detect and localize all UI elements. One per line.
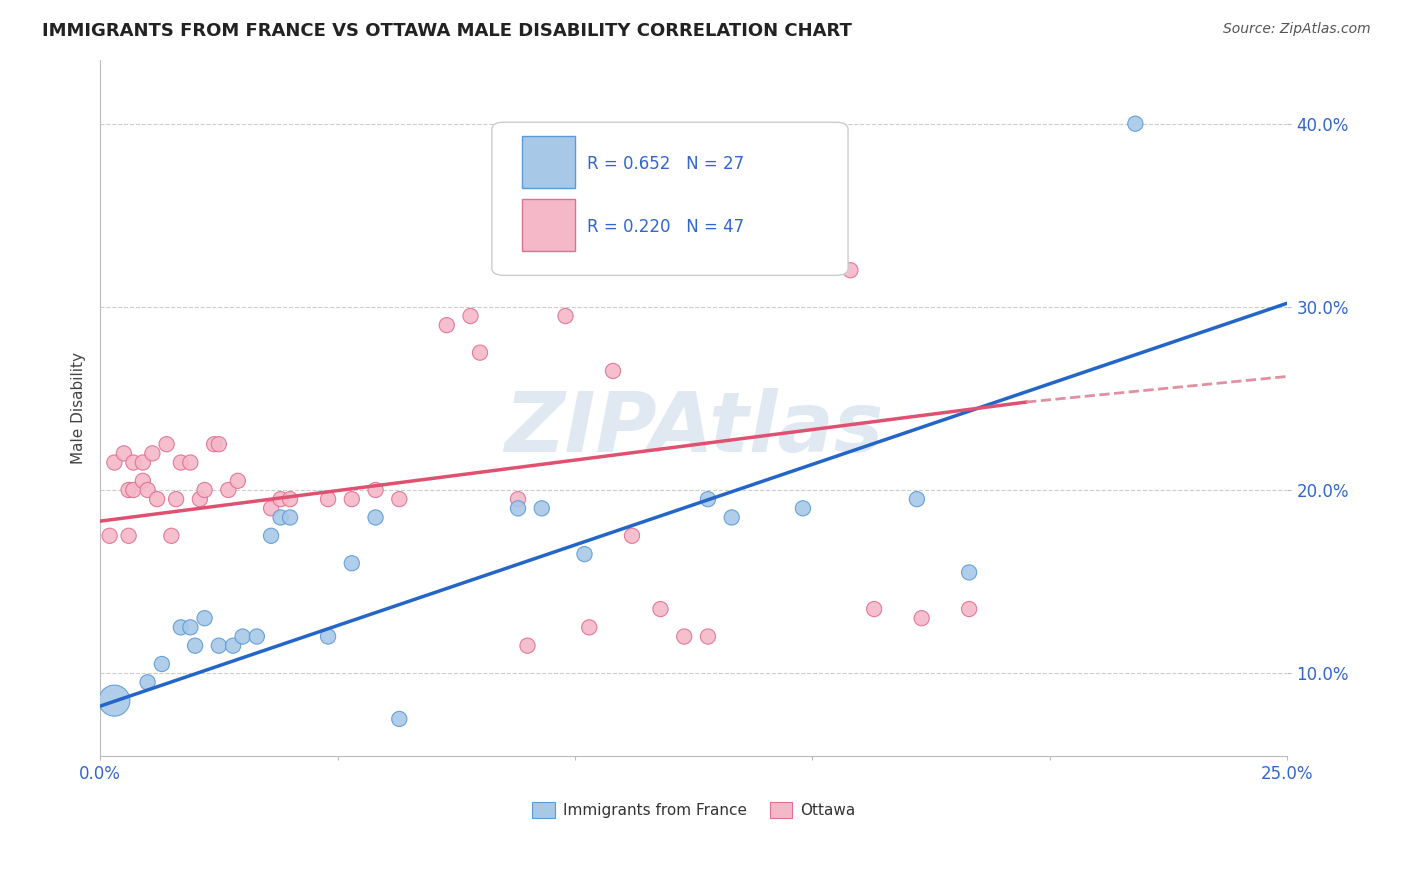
Text: R = 0.652   N = 27: R = 0.652 N = 27 bbox=[586, 155, 744, 173]
Point bbox=[911, 611, 934, 625]
Point bbox=[122, 483, 145, 497]
Point bbox=[150, 657, 173, 671]
Point bbox=[132, 456, 155, 470]
FancyBboxPatch shape bbox=[492, 122, 848, 276]
Point bbox=[141, 446, 163, 460]
Point bbox=[516, 639, 538, 653]
Point bbox=[179, 456, 201, 470]
Point bbox=[103, 693, 125, 707]
Point bbox=[460, 309, 482, 323]
Point bbox=[506, 501, 529, 516]
Point bbox=[697, 492, 720, 507]
Point bbox=[792, 501, 814, 516]
Point bbox=[117, 529, 139, 543]
Point bbox=[468, 345, 491, 359]
Point bbox=[260, 501, 283, 516]
Point bbox=[136, 675, 159, 690]
Y-axis label: Male Disability: Male Disability bbox=[72, 351, 86, 464]
Point bbox=[132, 474, 155, 488]
Point bbox=[650, 602, 672, 616]
Point bbox=[117, 483, 139, 497]
Legend: Immigrants from France, Ottawa: Immigrants from France, Ottawa bbox=[526, 797, 862, 824]
Text: IMMIGRANTS FROM FRANCE VS OTTAWA MALE DISABILITY CORRELATION CHART: IMMIGRANTS FROM FRANCE VS OTTAWA MALE DI… bbox=[42, 22, 852, 40]
Point bbox=[673, 630, 696, 644]
Point bbox=[316, 630, 339, 644]
Point bbox=[122, 456, 145, 470]
Point bbox=[202, 437, 225, 451]
Point bbox=[530, 501, 553, 516]
Point bbox=[170, 620, 193, 634]
Point bbox=[388, 712, 411, 726]
Text: ZIPAtlas: ZIPAtlas bbox=[503, 388, 883, 469]
Point bbox=[340, 492, 363, 507]
Point bbox=[905, 492, 928, 507]
Point bbox=[170, 456, 193, 470]
Point bbox=[222, 639, 245, 653]
Point bbox=[270, 492, 292, 507]
Point bbox=[506, 492, 529, 507]
Point bbox=[436, 318, 458, 333]
Point bbox=[364, 510, 387, 524]
Point bbox=[208, 437, 231, 451]
Point bbox=[957, 566, 980, 580]
Point bbox=[574, 547, 596, 561]
Point bbox=[184, 639, 207, 653]
Point bbox=[246, 630, 269, 644]
Point bbox=[957, 602, 980, 616]
Point bbox=[839, 263, 862, 277]
Point bbox=[260, 529, 283, 543]
Point bbox=[226, 474, 249, 488]
Point bbox=[388, 492, 411, 507]
Point bbox=[146, 492, 169, 507]
Point bbox=[179, 620, 201, 634]
FancyBboxPatch shape bbox=[522, 199, 575, 251]
Point bbox=[340, 556, 363, 570]
Point bbox=[270, 510, 292, 524]
Point bbox=[863, 602, 886, 616]
Point bbox=[697, 630, 720, 644]
Point bbox=[620, 529, 643, 543]
Point bbox=[160, 529, 183, 543]
Point bbox=[188, 492, 211, 507]
Point bbox=[194, 611, 217, 625]
Point bbox=[278, 492, 301, 507]
Point bbox=[98, 529, 121, 543]
Point bbox=[194, 483, 217, 497]
Point bbox=[720, 510, 742, 524]
Text: Source: ZipAtlas.com: Source: ZipAtlas.com bbox=[1223, 22, 1371, 37]
Point bbox=[217, 483, 239, 497]
Point bbox=[136, 483, 159, 497]
Point bbox=[602, 364, 624, 378]
Point bbox=[165, 492, 187, 507]
Point bbox=[316, 492, 339, 507]
Point bbox=[103, 456, 125, 470]
Point bbox=[155, 437, 177, 451]
Point bbox=[554, 309, 576, 323]
Point bbox=[232, 630, 254, 644]
Point bbox=[278, 510, 301, 524]
Point bbox=[112, 446, 135, 460]
Point bbox=[578, 620, 600, 634]
FancyBboxPatch shape bbox=[522, 136, 575, 188]
Point bbox=[744, 208, 766, 222]
Text: R = 0.220   N = 47: R = 0.220 N = 47 bbox=[586, 218, 744, 235]
Point bbox=[364, 483, 387, 497]
Point bbox=[208, 639, 231, 653]
Point bbox=[1123, 117, 1146, 131]
